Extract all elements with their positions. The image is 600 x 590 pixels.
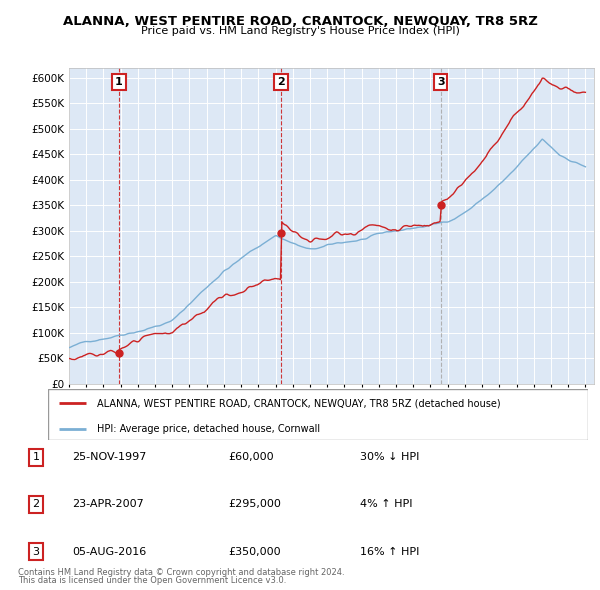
Text: 4% ↑ HPI: 4% ↑ HPI [360, 500, 413, 509]
Text: Contains HM Land Registry data © Crown copyright and database right 2024.: Contains HM Land Registry data © Crown c… [18, 568, 344, 577]
FancyBboxPatch shape [48, 389, 588, 440]
Text: 1: 1 [32, 453, 40, 462]
Text: ALANNA, WEST PENTIRE ROAD, CRANTOCK, NEWQUAY, TR8 5RZ: ALANNA, WEST PENTIRE ROAD, CRANTOCK, NEW… [62, 15, 538, 28]
Text: 25-NOV-1997: 25-NOV-1997 [72, 453, 146, 462]
Text: This data is licensed under the Open Government Licence v3.0.: This data is licensed under the Open Gov… [18, 576, 286, 585]
Text: £60,000: £60,000 [228, 453, 274, 462]
Text: 23-APR-2007: 23-APR-2007 [72, 500, 144, 509]
Text: 3: 3 [437, 77, 445, 87]
Text: Price paid vs. HM Land Registry's House Price Index (HPI): Price paid vs. HM Land Registry's House … [140, 26, 460, 36]
Text: 2: 2 [32, 500, 40, 509]
Text: 05-AUG-2016: 05-AUG-2016 [72, 547, 146, 556]
Text: 3: 3 [32, 547, 40, 556]
Text: 30% ↓ HPI: 30% ↓ HPI [360, 453, 419, 462]
Text: £295,000: £295,000 [228, 500, 281, 509]
Text: HPI: Average price, detached house, Cornwall: HPI: Average price, detached house, Corn… [97, 424, 320, 434]
Text: 2: 2 [277, 77, 285, 87]
Text: ALANNA, WEST PENTIRE ROAD, CRANTOCK, NEWQUAY, TR8 5RZ (detached house): ALANNA, WEST PENTIRE ROAD, CRANTOCK, NEW… [97, 398, 500, 408]
Text: £350,000: £350,000 [228, 547, 281, 556]
Text: 16% ↑ HPI: 16% ↑ HPI [360, 547, 419, 556]
Text: 1: 1 [115, 77, 123, 87]
